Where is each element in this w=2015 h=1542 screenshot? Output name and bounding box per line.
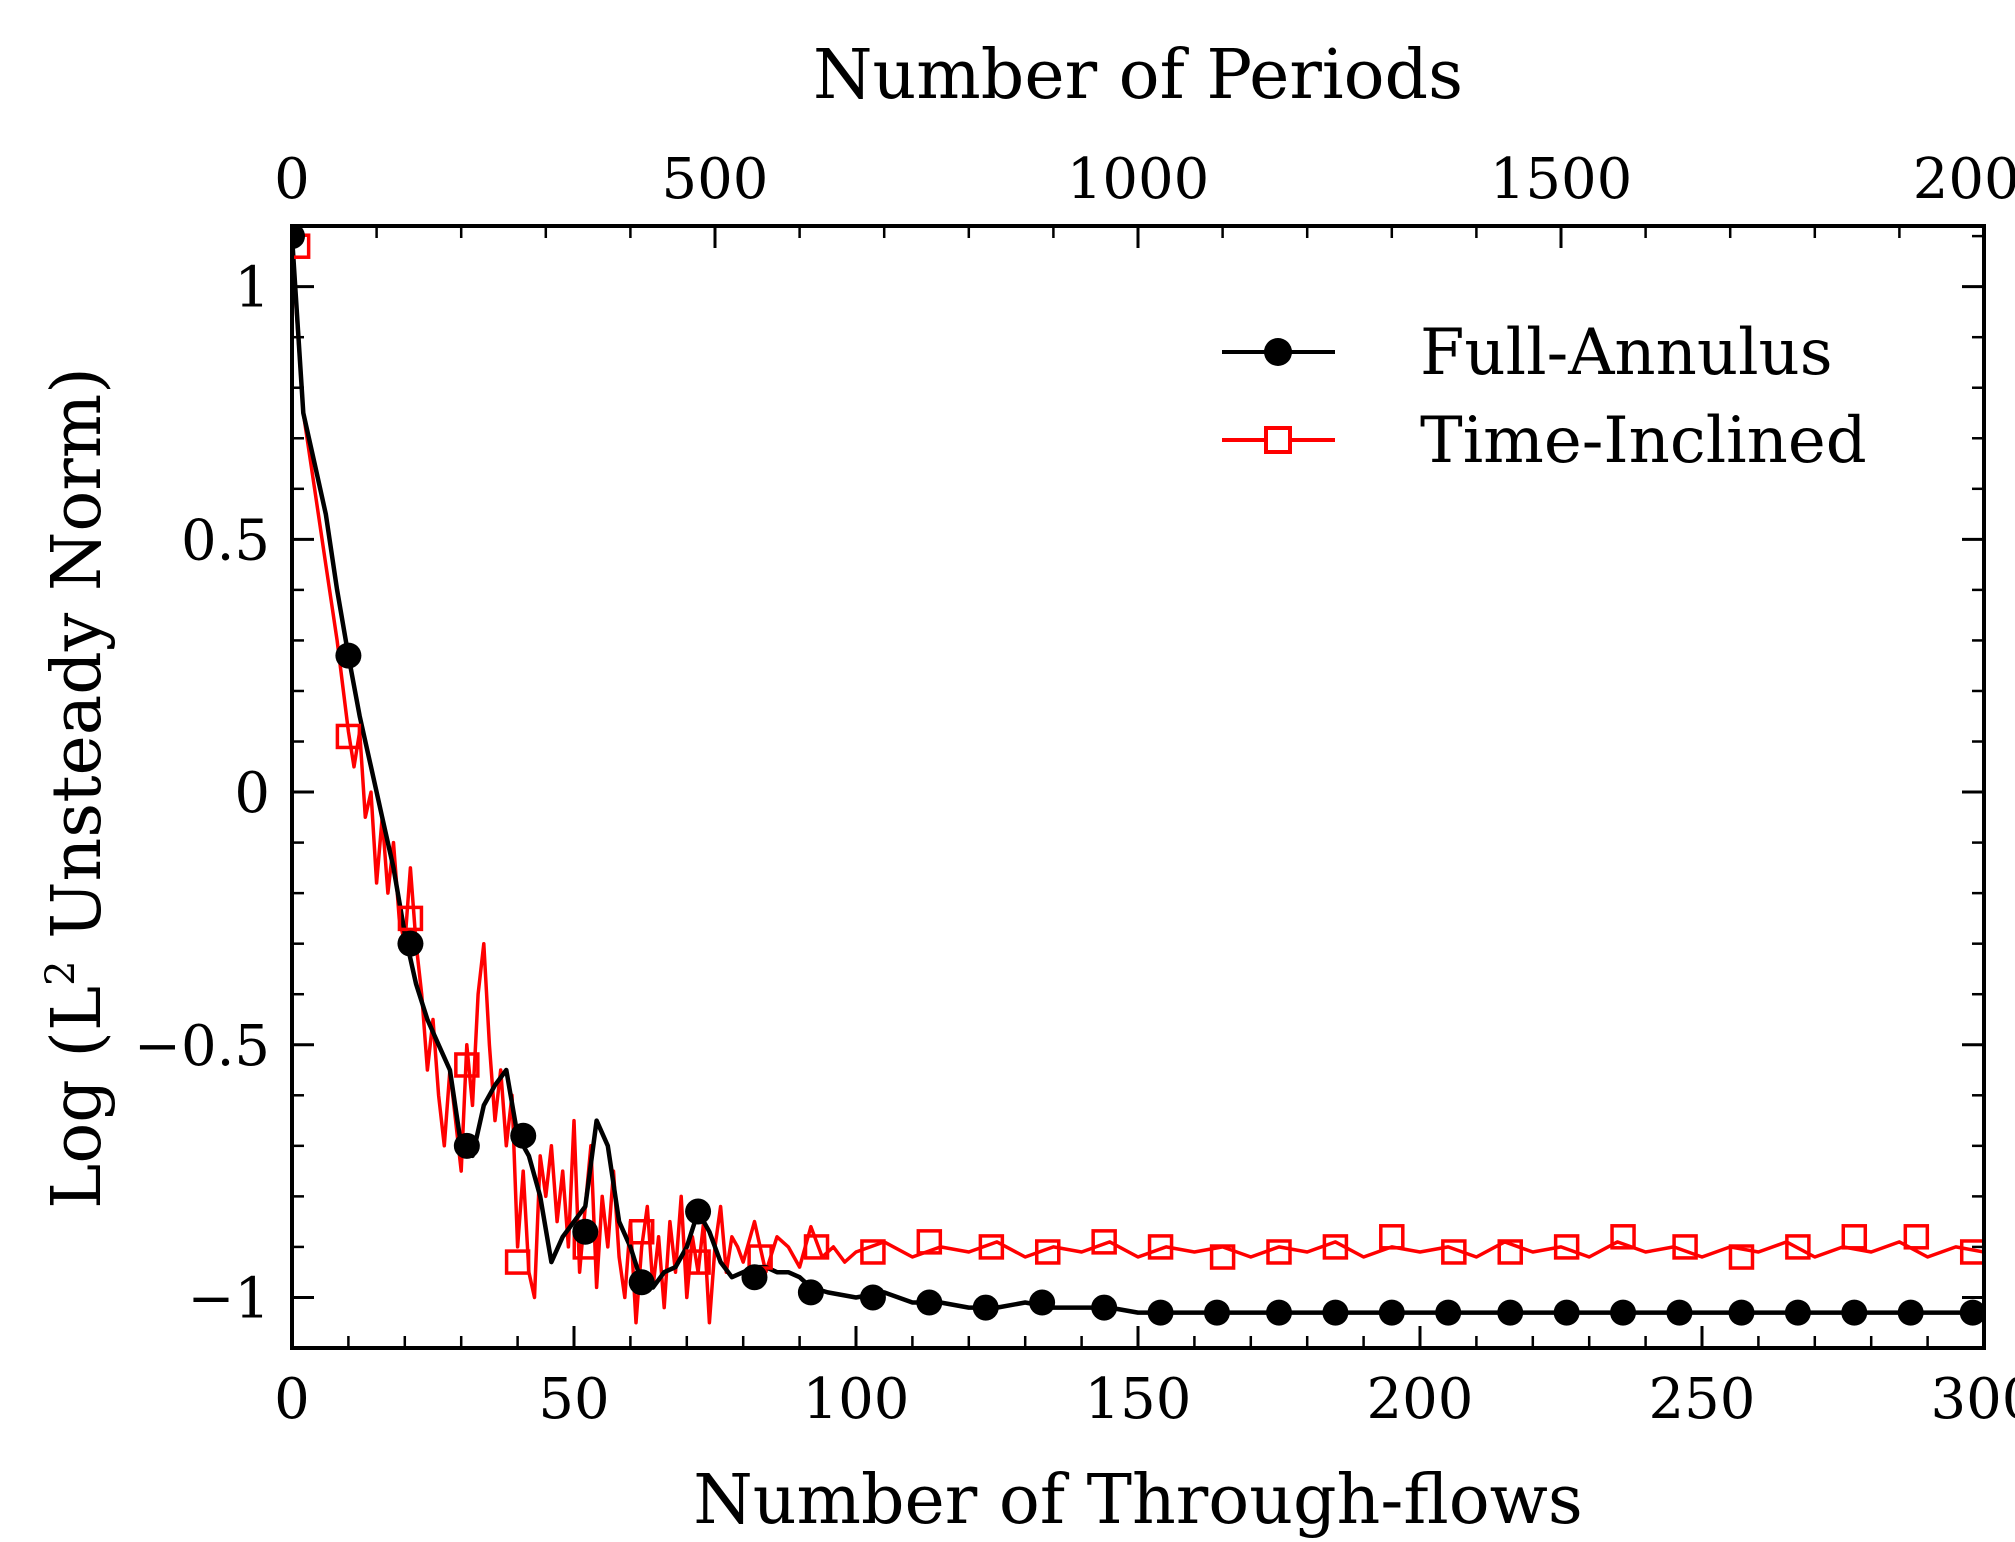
data-point-time-inclined (397, 905, 424, 932)
data-point-time-inclined (1035, 1239, 1061, 1265)
data-point-full-annulus (1091, 1294, 1118, 1321)
data-markers (292, 226, 1984, 1326)
data-point-full-annulus (1666, 1299, 1693, 1326)
data-point-full-annulus (1203, 1299, 1230, 1326)
data-point-time-inclined (1728, 1244, 1755, 1270)
data-point-full-annulus (1728, 1299, 1755, 1326)
data-point-full-annulus (1029, 1289, 1056, 1316)
x-tick-label: 100 (803, 1367, 910, 1432)
data-point-time-inclined (1209, 1244, 1236, 1270)
x2-tick-label: 2000 (1913, 147, 2015, 212)
data-point-time-inclined (1266, 1239, 1292, 1265)
top-axis-title: Number of Periods (813, 36, 1463, 115)
data-point-time-inclined (454, 1052, 480, 1078)
legend: Full-Annulus Time-Inclined (1222, 316, 1867, 478)
data-point-full-annulus (1784, 1299, 1811, 1326)
data-point-time-inclined (916, 1229, 943, 1255)
data-point-time-inclined (1497, 1239, 1523, 1265)
data-point-full-annulus (1378, 1299, 1405, 1326)
y-tick-label: 0.5 (181, 508, 270, 573)
data-point-full-annulus (1497, 1299, 1524, 1326)
data-point-full-annulus (859, 1284, 886, 1311)
x-tick-label: 200 (1367, 1367, 1474, 1432)
axis-tick-labels: 0 50 100 150 200 250 300 0 500 1000 1500 2000 −1 −0.5… (134, 147, 2015, 1432)
y-tick-label: −1 (187, 1266, 270, 1331)
x-tick-label: 150 (1085, 1367, 1192, 1432)
y-axis-title-suffix: Unsteady Norm) (38, 367, 117, 960)
data-point-full-annulus (1266, 1299, 1292, 1326)
data-point-time-inclined (1553, 1234, 1580, 1260)
data-point-full-annulus (1147, 1299, 1174, 1326)
y-tick-label: 0 (234, 761, 270, 826)
data-point-full-annulus (972, 1294, 999, 1321)
data-point-full-annulus (1322, 1299, 1349, 1326)
data-point-time-inclined (1322, 1234, 1349, 1260)
x-tick-label: 250 (1649, 1367, 1756, 1432)
data-point-full-annulus (292, 226, 305, 250)
data-point-time-inclined (803, 1234, 830, 1260)
data-point-time-inclined (1147, 1234, 1174, 1260)
y-axis-title-prefix: Log (L (38, 986, 117, 1209)
data-point-time-inclined (1672, 1234, 1698, 1260)
data-point-time-inclined (978, 1234, 1005, 1260)
data-point-full-annulus (1610, 1299, 1637, 1326)
data-point-time-inclined (1091, 1229, 1117, 1255)
data-point-time-inclined (1841, 1224, 1868, 1250)
data-point-full-annulus (397, 930, 424, 957)
data-point-time-inclined (1441, 1239, 1467, 1265)
data-point-full-annulus (335, 642, 362, 669)
legend-label-time-inclined: Time-Inclined (1420, 404, 1867, 478)
legend-marker-time-inclined (1264, 426, 1292, 454)
bottom-axis-title: Number of Through-flows (693, 1461, 1582, 1540)
data-point-time-inclined (685, 1249, 711, 1275)
plot-frame (290, 224, 1986, 1350)
y-axis-title-superscript: 2 (38, 960, 84, 985)
x-tick-label: 300 (1931, 1367, 2015, 1432)
data-point-full-annulus (453, 1132, 480, 1159)
data-point-full-annulus (1841, 1299, 1868, 1326)
data-point-full-annulus (741, 1264, 768, 1291)
data-point-full-annulus (916, 1289, 943, 1316)
x2-tick-label: 500 (662, 147, 769, 212)
data-point-full-annulus (510, 1122, 537, 1149)
x2-tick-label: 1500 (1490, 147, 1633, 212)
y-axis-title: Log (L2 Unsteady Norm) (38, 367, 117, 1209)
data-point-time-inclined (335, 723, 362, 750)
x2-tick-label: 0 (274, 147, 310, 212)
data-point-time-inclined (1610, 1224, 1636, 1250)
data-point-full-annulus (1959, 1299, 1984, 1326)
data-point-full-annulus (1435, 1299, 1462, 1326)
data-point-full-annulus (1897, 1299, 1924, 1326)
data-point-full-annulus (628, 1269, 655, 1296)
data-point-time-inclined (1903, 1224, 1930, 1250)
data-point-full-annulus (685, 1198, 712, 1225)
x-tick-label: 0 (274, 1367, 310, 1432)
data-point-time-inclined (1379, 1224, 1405, 1250)
y-tick-label: 1 (234, 256, 270, 321)
x2-tick-label: 1000 (1067, 147, 1210, 212)
data-point-full-annulus (572, 1218, 599, 1245)
data-point-full-annulus (797, 1279, 824, 1306)
data-point-time-inclined (860, 1239, 886, 1265)
x-tick-label: 50 (538, 1367, 609, 1432)
legend-marker-full-annulus (1264, 338, 1292, 366)
legend-label-full-annulus: Full-Annulus (1420, 316, 1833, 390)
data-point-time-inclined (628, 1219, 655, 1245)
data-point-full-annulus (1553, 1299, 1580, 1326)
y-tick-label: −0.5 (134, 1014, 270, 1079)
data-point-time-inclined (504, 1249, 531, 1275)
data-point-time-inclined (1785, 1234, 1811, 1260)
